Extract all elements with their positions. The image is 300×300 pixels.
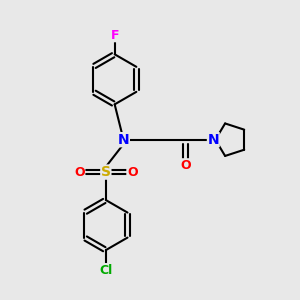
Text: O: O	[74, 166, 85, 178]
Text: O: O	[127, 166, 138, 178]
Text: N: N	[208, 133, 219, 147]
Text: N: N	[118, 133, 129, 147]
Text: S: S	[101, 165, 111, 179]
Text: Cl: Cl	[99, 264, 112, 277]
Text: F: F	[110, 29, 119, 42]
Text: O: O	[180, 159, 190, 172]
